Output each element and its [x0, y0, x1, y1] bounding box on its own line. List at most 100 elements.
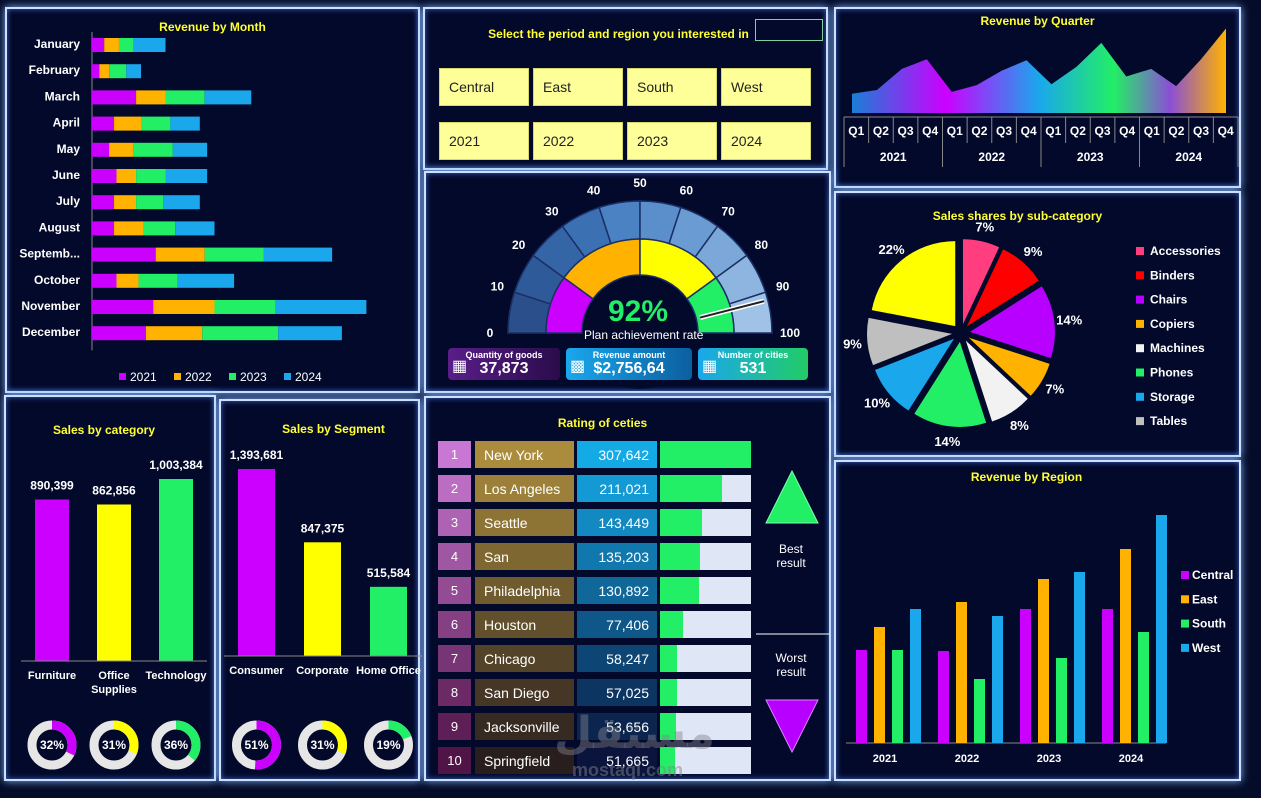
legend-swatch-2023 — [229, 373, 236, 380]
sales-by-segment-title: Sales by Segment — [282, 422, 385, 436]
year-button-2022[interactable]: 2022 — [533, 122, 623, 160]
gauge-tick-label: 20 — [512, 238, 526, 252]
legend-label: East — [1192, 592, 1217, 606]
region-button-west[interactable]: West — [721, 68, 811, 106]
revenue-by-quarter-panel: Revenue by Quarter Q1 Q2 Q3 Q4 Q1 Q2 Q3 Q4 Q1 Q2 Q… — [834, 7, 1241, 188]
year-label: 2021 — [873, 753, 897, 765]
worst-result-label: Worst result — [775, 651, 807, 679]
rating-bar-fill — [660, 747, 676, 774]
legend-swatch — [1136, 295, 1144, 304]
revenue-by-month-title: Revenue by Month — [159, 20, 266, 34]
pie-slice-phones — [914, 341, 987, 427]
legend-swatch — [1136, 319, 1144, 328]
legend-label: Accessories — [1150, 244, 1221, 258]
month-bar-2022 — [109, 142, 134, 157]
donut-share — [151, 720, 201, 770]
month-bar-2022 — [99, 64, 110, 79]
month-bar-2023 — [136, 195, 164, 210]
region-bar-central — [1102, 609, 1113, 743]
pie-slice-other — [871, 241, 956, 327]
bar-value-label: 890,399 — [30, 478, 74, 492]
rating-title: Rating of ceties — [557, 416, 648, 430]
legend-swatch — [1136, 417, 1144, 426]
legend-swatch — [1136, 247, 1144, 255]
quarter-label: Q1 — [848, 124, 864, 138]
year-button-2021[interactable]: 2021 — [439, 122, 529, 160]
gauge-tick-label: 40 — [587, 183, 601, 197]
rating-bar-fill — [660, 611, 683, 638]
revenue-by-quarter-chart: Q1 Q2 Q3 Q4 Q1 Q2 Q3 Q4 Q1 Q2 Q3 Q4 Q1 Q2 Q3 Q4 2021 2022… — [843, 28, 1239, 167]
kpi-value: 531 — [739, 360, 767, 377]
legend-label-2022: 2022 — [185, 370, 212, 384]
month-bar-2022 — [114, 221, 144, 236]
gauge-inner-segment — [685, 276, 735, 334]
box-icon: ▦ — [452, 358, 468, 375]
legend-label-2021: 2021 — [130, 370, 157, 384]
pie-slice-label: 9% — [843, 336, 862, 351]
rating-city: Springfield — [475, 747, 574, 774]
month-label: June — [52, 168, 80, 182]
pie-slice-tables — [867, 317, 953, 366]
legend-swatch-2022 — [174, 373, 181, 380]
month-label: February — [29, 63, 81, 77]
region-bar-central — [938, 651, 949, 743]
sub-category-pie: 7% 9% 14% 7% 8% 14% 10% 9% 22% Accessories Binders… — [843, 220, 1221, 450]
region-button-east[interactable]: East — [533, 68, 623, 106]
quarter-label: Q3 — [1095, 124, 1111, 138]
rating-rank: 8 — [438, 679, 471, 706]
revenue-by-region-title: Revenue by Region — [970, 470, 1083, 484]
donut-hole — [161, 730, 191, 760]
region-button-central[interactable]: Central — [439, 68, 529, 106]
selector-cell[interactable] — [755, 19, 823, 41]
region-bar-south — [892, 650, 903, 743]
quarter-label: Q4 — [1119, 124, 1135, 138]
month-bar-2021 — [92, 300, 154, 314]
region-bar-south — [974, 679, 985, 743]
month-label: April — [53, 116, 80, 130]
region-bar-west — [992, 616, 1003, 743]
region-bar-south — [1138, 632, 1149, 743]
rating-bar-track — [660, 441, 751, 468]
rating-bar-track — [660, 747, 751, 774]
rating-city: San — [475, 543, 574, 570]
category-bar — [35, 499, 69, 661]
month-bar-2024 — [163, 195, 200, 210]
pie-slice-accessories — [962, 239, 1000, 325]
rating-bar-fill — [660, 679, 677, 706]
rating-bar-fill — [660, 509, 703, 536]
category-bar — [304, 542, 341, 656]
legend-swatch-2024 — [284, 373, 291, 380]
year-button-2023[interactable]: 2023 — [627, 122, 717, 160]
region-button-south[interactable]: South — [627, 68, 717, 106]
rating-bar-track — [660, 543, 751, 570]
month-bar-2024 — [170, 116, 200, 131]
gauge-caption: Plan achievement rate — [584, 328, 704, 342]
bar-value-label: 515,584 — [367, 566, 411, 580]
gauge-percent: 92% — [608, 295, 669, 328]
gauge-tick-label: 80 — [755, 238, 769, 252]
donut-hole — [99, 730, 129, 760]
year-label: 2022 — [978, 150, 1005, 164]
donut-share-label: 36% — [164, 738, 188, 752]
gauge-needle-core — [699, 300, 765, 319]
region-bar-south — [1056, 658, 1067, 743]
legend-label: South — [1192, 617, 1226, 631]
kpi-label: Revenue amount — [592, 350, 666, 360]
month-bar-2022 — [114, 195, 137, 210]
kpi-label: Quantity of goods — [465, 350, 543, 360]
gauge-tick-label: 0 — [487, 326, 494, 340]
rating-value: 143,449 — [577, 509, 657, 536]
quarter-area — [852, 28, 1226, 113]
rating-value: 58,247 — [577, 645, 657, 672]
selector-title: Select the period and region you interes… — [488, 27, 749, 41]
month-bar-2021 — [92, 142, 110, 157]
rating-city: San Diego — [475, 679, 574, 706]
kpi-card: ▦ Number of cities 531 — [698, 348, 808, 380]
year-label: 2021 — [880, 150, 907, 164]
donut-share-label: 51% — [244, 738, 268, 752]
year-button-2024[interactable]: 2024 — [721, 122, 811, 160]
rating-rank: 3 — [438, 509, 471, 536]
rating-bar-track — [660, 475, 751, 502]
rating-rank: 9 — [438, 713, 471, 740]
donut-share — [89, 720, 139, 770]
